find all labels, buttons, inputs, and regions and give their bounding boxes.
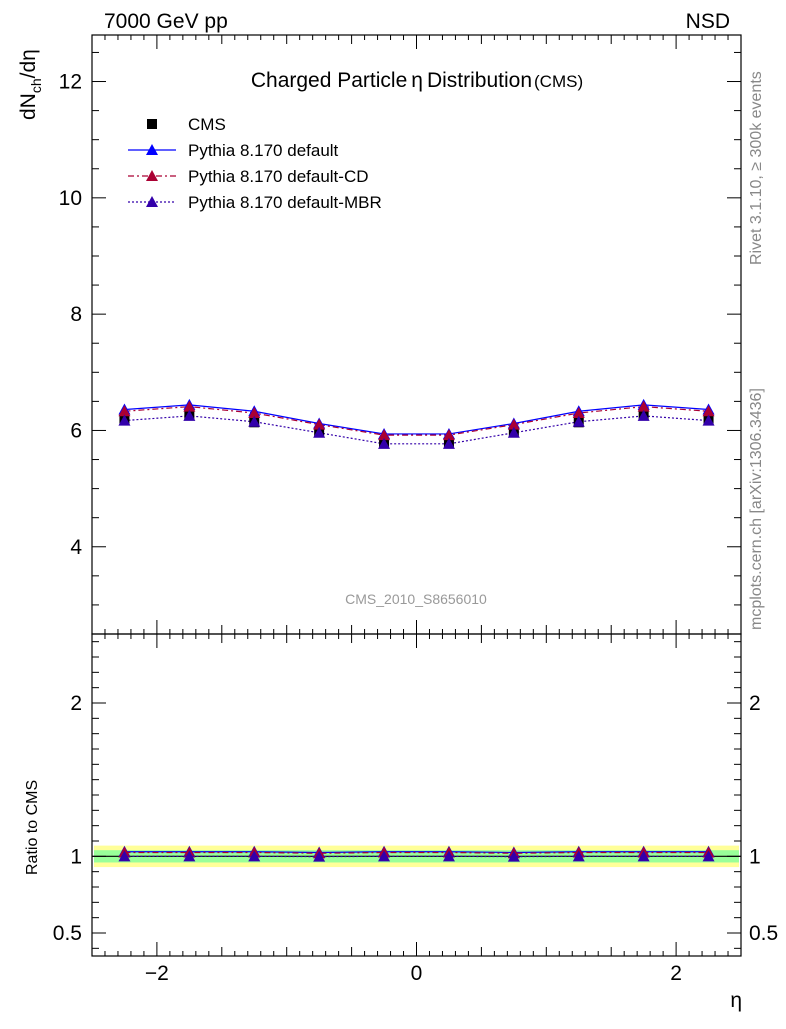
ratio-y-tick-label-right: 1: [749, 845, 761, 868]
energy-label: 7000 GeV pp: [104, 10, 228, 33]
legend-label: CMS: [188, 115, 226, 134]
main-ylabel: dNch/dη: [17, 49, 44, 120]
legend-label: Pythia 8.170 default-MBR: [188, 193, 382, 212]
main-series-line: [124, 407, 708, 435]
ratio-y-tick-label: 1: [70, 845, 82, 868]
x-tick-label: 2: [670, 962, 682, 985]
main-series-line: [124, 416, 708, 444]
ratio-y-tick-label: 2: [70, 692, 82, 715]
chart-title-main: Charged Particle: [251, 69, 407, 92]
ratio-y-tick-label: 0.5: [53, 922, 82, 945]
legend-label: Pythia 8.170 default: [188, 141, 339, 160]
main-y-tick-label: 10: [59, 187, 82, 210]
main-ylabel-rest: /dη: [17, 49, 40, 78]
ratio-y-tick-label-right: 0.5: [749, 922, 778, 945]
main-y-tick-label: 4: [70, 536, 82, 559]
ratio-ylabel: Ratio to CMS: [24, 780, 41, 875]
main-ylabel-d: dN: [17, 93, 40, 120]
x-tick-label: −2: [145, 962, 169, 985]
chart-title-eta: η: [411, 69, 423, 92]
process-label: NSD: [686, 10, 730, 33]
main-ylabel-sub: ch: [28, 78, 44, 93]
legend: CMS Pythia 8.170 default Pythia 8.170 defa…: [128, 115, 382, 212]
chart-title-suffix: (CMS): [534, 72, 583, 91]
x-axis-label: η: [730, 989, 742, 1012]
chart-title-rest: Distribution: [427, 69, 532, 92]
x-tick-label: 0: [411, 962, 423, 985]
analysis-label: CMS_2010_S8656010: [345, 591, 487, 607]
legend-marker: [147, 119, 157, 129]
main-y-tick-label: 12: [59, 71, 82, 94]
legend-label: Pythia 8.170 default-CD: [188, 167, 369, 186]
ratio-y-tick-label-right: 2: [749, 692, 761, 715]
rivet-label: Rivet 3.1.10, ≥ 300k events: [748, 71, 765, 265]
mcplots-label: mcplots.cern.ch [arXiv:1306.3436]: [748, 388, 765, 630]
main-y-tick-label: 6: [70, 419, 82, 442]
main-y-tick-label: 8: [70, 303, 82, 326]
ratio-plot-frame: [92, 634, 741, 956]
